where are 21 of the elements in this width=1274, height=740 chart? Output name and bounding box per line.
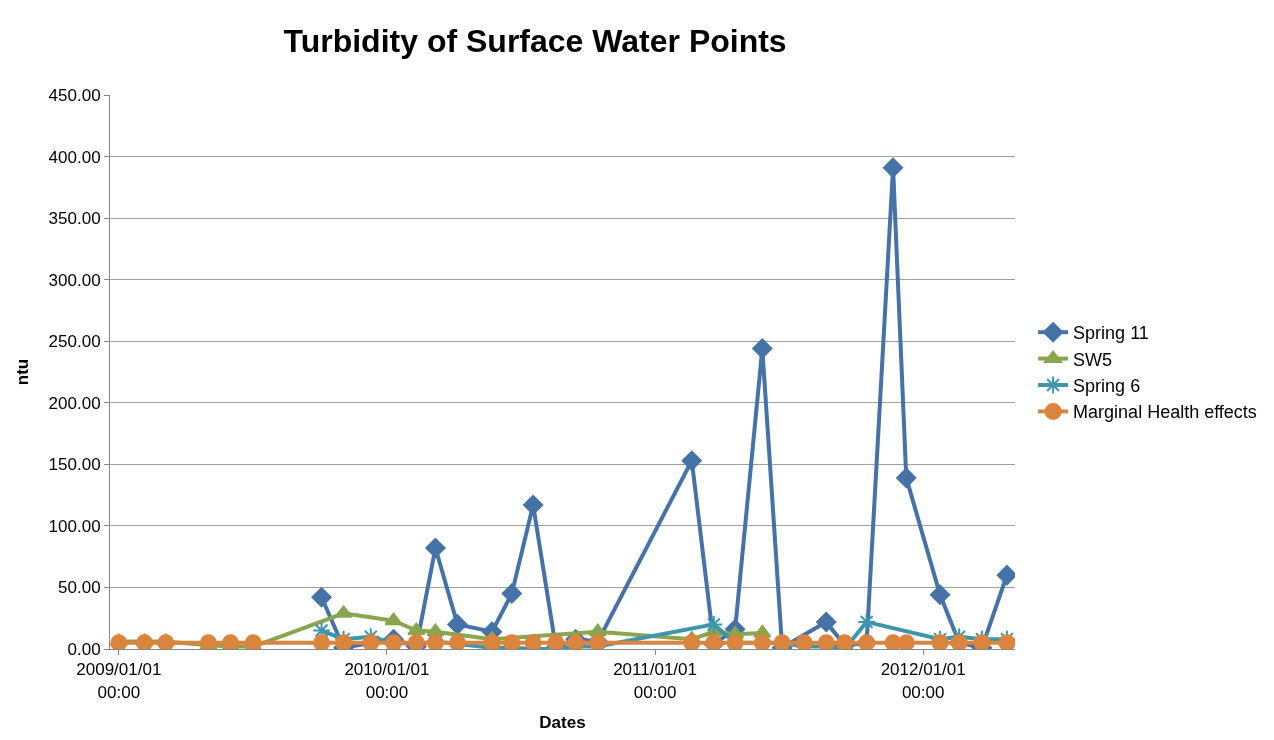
x-tick-label: 2009/01/01 00:00 [76,660,162,702]
legend-label: SW5 [1073,349,1113,370]
y-tick-label: 450.00 [48,85,101,105]
y-tick-label: 400.00 [48,147,101,167]
legend-label: Marginal Health effects [1073,402,1257,423]
x-tick-label: 2010/01/01 00:00 [344,660,430,702]
x-axis-title: Dates [539,712,586,732]
legend-label: Spring 6 [1073,376,1141,397]
y-tick-label: 150.00 [48,455,101,475]
x-tick-label: 2011/01/01 00:00 [613,660,697,702]
y-tick-label: 250.00 [48,332,101,352]
y-tick-label: 100.00 [48,516,101,536]
y-tick-label: 350.00 [48,209,101,229]
chart-title: Turbidity of Surface Water Points [283,23,787,59]
y-tick-label: 200.00 [48,393,101,413]
y-tick-label: 0.00 [67,639,101,659]
x-tick-label: 2012/01/01 00:00 [880,660,966,702]
y-tick-label: 300.00 [48,270,101,290]
y-axis-title: ntu [13,358,33,386]
legend-label: Spring 11 [1073,323,1149,344]
y-tick-label: 50.00 [58,578,101,598]
